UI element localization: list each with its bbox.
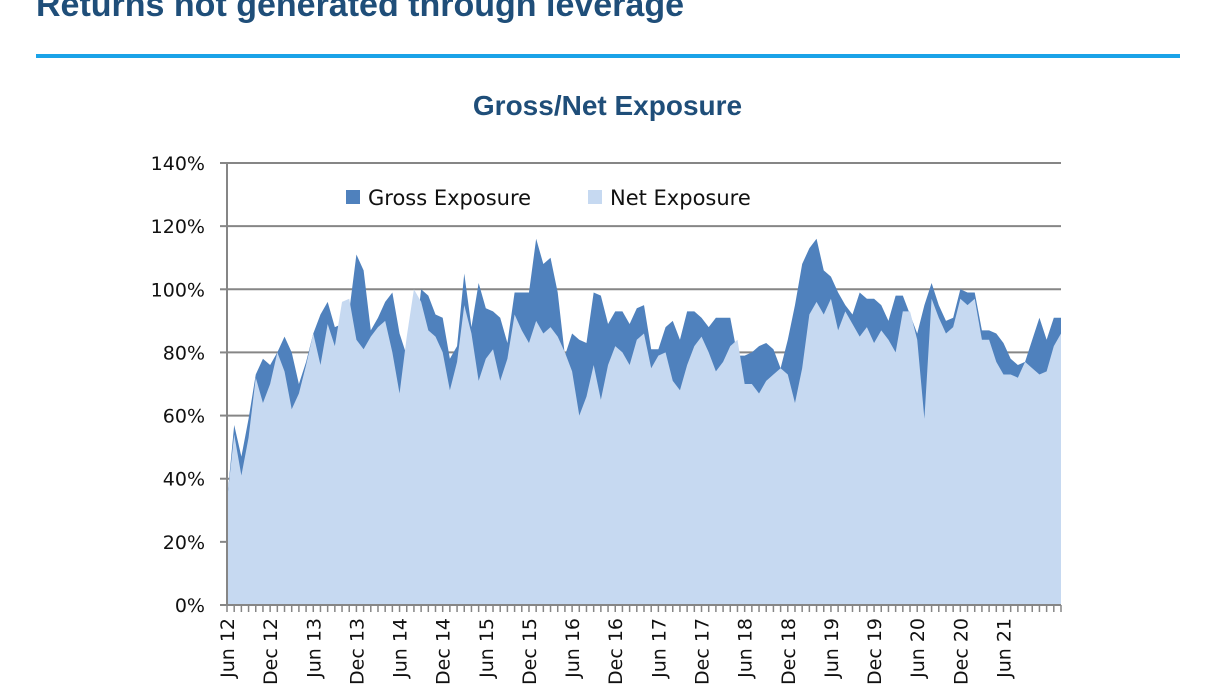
y-tick-label: 0% [175, 595, 205, 617]
x-tick-label: Jun 14 [390, 618, 412, 679]
legend-swatch-gross [346, 190, 360, 204]
x-tick-label: Jun 20 [907, 618, 929, 679]
y-tick-label: 100% [151, 279, 205, 301]
x-tick-label: Dec 17 [692, 618, 714, 685]
x-tick-label: Dec 20 [950, 618, 972, 685]
x-tick-label: Jun 18 [735, 618, 757, 679]
title-divider [36, 54, 1180, 58]
area-series [227, 238, 1061, 605]
x-tick-label: Jun 15 [476, 618, 498, 679]
chart-title: Gross/Net Exposure [472, 90, 743, 121]
x-tick-label: Dec 13 [346, 618, 368, 685]
x-tick-label: Jun 17 [648, 618, 670, 679]
legend-swatch-net [588, 190, 602, 204]
x-tick-label: Dec 15 [519, 618, 541, 685]
x-tick-label: Jun 21 [993, 618, 1015, 679]
page-title: Returns not generated through leverage [36, 0, 684, 24]
x-tick-label: Jun 12 [217, 618, 239, 679]
x-tick-label: Dec 19 [864, 618, 886, 685]
y-tick-label: 60% [163, 406, 205, 428]
y-tick-label: 20% [163, 532, 205, 554]
legend-label-gross: Gross Exposure [368, 186, 531, 210]
y-tick-label: 140% [151, 153, 205, 175]
x-tick-label: Dec 14 [433, 618, 455, 685]
x-tick-label: Dec 12 [260, 618, 282, 685]
y-tick-label: 40% [163, 469, 205, 491]
net-exposure-area [227, 289, 1061, 605]
x-tick-label: Dec 16 [605, 618, 627, 685]
axes: 0% 20% 40% 60% 80% 100% 120% 140% Jun 12 Dec 12 Ju… [151, 153, 1062, 685]
x-tick-label: Jun 16 [562, 618, 584, 679]
legend-label-net: Net Exposure [610, 186, 751, 210]
y-tick-label: 120% [151, 216, 205, 238]
x-tick-label: Jun 19 [821, 618, 843, 679]
y-tick-label: 80% [163, 342, 205, 364]
x-tick-label: Dec 18 [778, 618, 800, 685]
x-tick-label: Jun 13 [303, 618, 325, 679]
legend: Gross Exposure Net Exposure [346, 186, 751, 210]
